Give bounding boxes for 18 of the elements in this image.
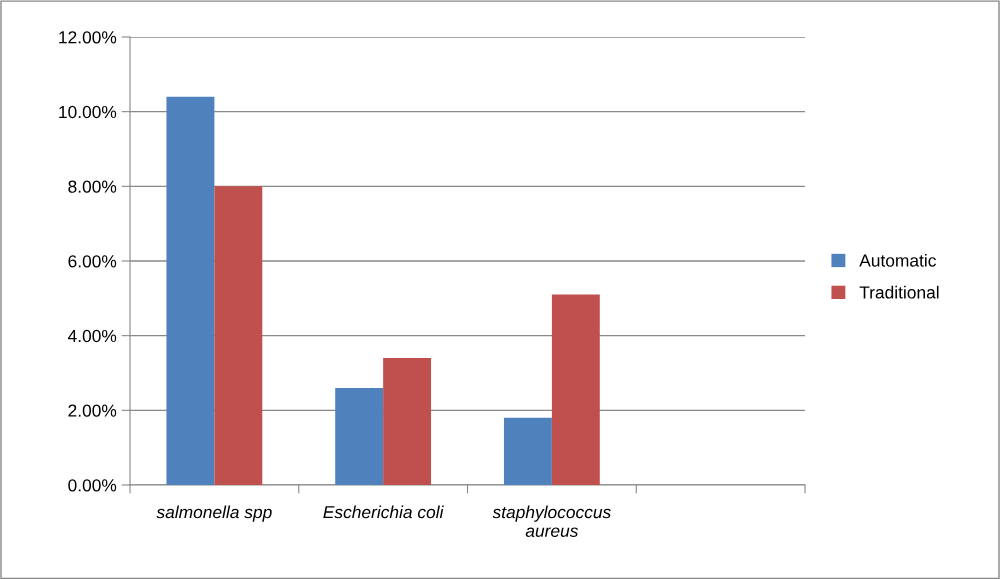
bar — [335, 387, 384, 485]
bar — [166, 96, 215, 485]
bar — [383, 358, 432, 485]
bar — [503, 417, 552, 485]
y-tick-label: 0.00% — [68, 479, 117, 492]
y-tick-label: 8.00% — [68, 180, 117, 193]
legend-label: Automatic — [859, 253, 936, 267]
bar — [214, 186, 263, 485]
x-tick-label: staphylococcus aureus — [492, 505, 611, 537]
bar — [551, 294, 600, 485]
y-tick-label: 2.00% — [68, 404, 117, 417]
y-tick-label: 12.00% — [59, 31, 117, 44]
legend-label: Traditional — [859, 285, 939, 299]
y-tick-label: 4.00% — [67, 329, 117, 343]
x-tick-label: salmonella spp — [156, 505, 272, 522]
x-tick-label: Escherichia coli — [323, 505, 444, 519]
y-tick-label: 10.00% — [59, 105, 117, 119]
y-tick-label: 6.00% — [68, 255, 117, 268]
